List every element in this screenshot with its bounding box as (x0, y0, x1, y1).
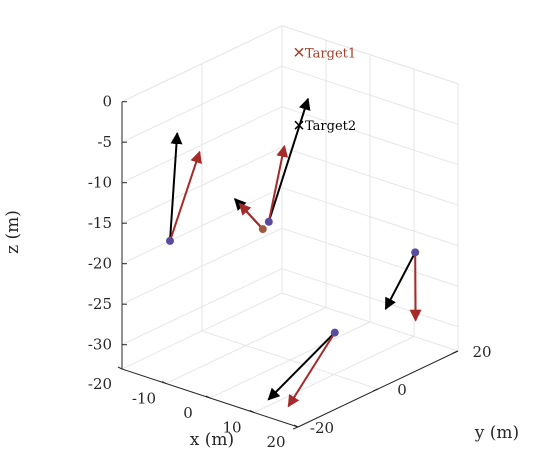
grid-line (201, 330, 379, 390)
z-tick-label: -25 (88, 295, 112, 313)
z-tick-label: -15 (88, 214, 112, 232)
target-label: Target2 (305, 119, 356, 134)
x-tick-mark (161, 381, 167, 384)
axis-labels: x (m) y (m) z (m) (3, 210, 519, 450)
red-arrow (287, 332, 336, 408)
x-tick-label: -20 (88, 375, 112, 393)
target-marker (294, 120, 304, 130)
grid-line (281, 227, 459, 287)
grid-line (121, 25, 283, 103)
data-marks: Target1 Target2 (166, 46, 422, 408)
x-tick-mark (249, 410, 255, 413)
target-marker (294, 47, 304, 57)
red-arrow (238, 202, 264, 230)
y-tick-mark (452, 350, 459, 354)
grid-line (121, 65, 283, 143)
axes (117, 101, 459, 430)
x-tick-label: 10 (222, 419, 241, 437)
grid-line (281, 25, 459, 85)
node-point (258, 225, 267, 234)
z-tick-label: -10 (88, 174, 112, 192)
y-tick-mark (372, 388, 379, 392)
black-arrow (267, 331, 336, 401)
red-arrow (267, 144, 289, 222)
black-arrow (267, 97, 311, 223)
node-point (330, 328, 339, 337)
grid-line (121, 187, 283, 265)
y-axis-label: y (m) (474, 423, 519, 443)
target-x-mark (294, 120, 304, 130)
grid (121, 25, 459, 428)
grid-line (281, 187, 459, 247)
black-arrow (384, 251, 417, 311)
grid-line (281, 65, 459, 125)
target-label: Target1 (305, 46, 356, 61)
x-tick-mark (205, 395, 211, 399)
red-arrow (169, 150, 202, 242)
z-tick-label: -30 (88, 336, 112, 354)
x-tick-label: 0 (183, 404, 193, 422)
z-tick-label: 0 (102, 93, 112, 111)
x-tick-mark (293, 424, 299, 428)
black-arrow (169, 132, 183, 241)
y-tick-mark (292, 426, 299, 430)
y-tick-label: -20 (310, 419, 334, 437)
grid-line (281, 146, 459, 206)
y-tick-label: 20 (472, 343, 491, 361)
grid-line (121, 106, 283, 184)
tick-labels: -20 -10 0 10 20 -20 0 20 0 -5 -10 -15 -20 -25 -30 (88, 93, 492, 451)
z-tick-label: -20 (88, 255, 112, 273)
node-point (264, 217, 273, 226)
z-tick-label: -5 (97, 133, 112, 151)
grid-line (281, 106, 459, 166)
grid-line (281, 268, 459, 328)
node-point (166, 236, 174, 245)
grid-line (121, 268, 283, 346)
grid-line (121, 227, 283, 305)
node-point (411, 248, 420, 257)
target-x-mark (294, 47, 304, 57)
x-tick-label: -10 (132, 390, 156, 408)
x-axis-label: x (m) (190, 430, 234, 450)
x-tick-mark (117, 366, 123, 370)
z-axis-label: z (m) (3, 210, 23, 254)
y-tick-label: 0 (397, 381, 407, 399)
x-tick-label: 20 (266, 433, 285, 451)
grid-line (121, 146, 283, 224)
